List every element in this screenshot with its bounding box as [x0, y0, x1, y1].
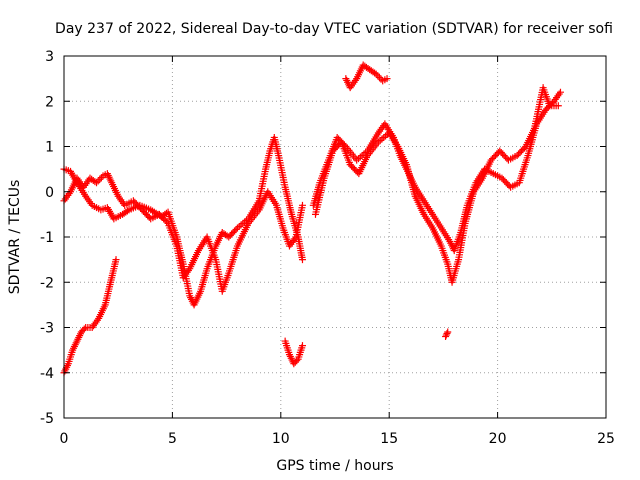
data-point — [97, 174, 105, 182]
data-point — [123, 207, 131, 215]
data-point — [374, 72, 382, 80]
data-point — [442, 333, 450, 341]
data-points — [60, 61, 564, 377]
series-track-d — [281, 337, 306, 368]
data-point — [293, 357, 301, 365]
axis-ticks: 0 5 10 15 20 25 -5 -4 -3 -2 -1 0 1 2 3 — [40, 49, 615, 447]
data-point — [96, 175, 104, 183]
x-tick-label: 0 — [60, 431, 69, 447]
y-tick-label: 2 — [45, 94, 54, 110]
y-tick-label: -4 — [40, 366, 54, 382]
y-tick-label: 1 — [45, 140, 54, 156]
series-track-h — [442, 328, 452, 341]
series-track-a — [60, 133, 306, 309]
data-point — [443, 330, 451, 338]
data-point — [80, 325, 88, 333]
data-point — [94, 177, 102, 185]
y-tick-label: -3 — [40, 321, 54, 337]
series-track-f — [311, 84, 562, 286]
y-axis-label: SDTVAR / TECUs — [7, 180, 23, 295]
data-point — [444, 328, 452, 336]
data-point — [93, 179, 101, 187]
x-axis-label: GPS time / hours — [276, 458, 393, 474]
data-point — [163, 218, 171, 226]
series-track-e — [309, 88, 564, 255]
x-tick-label: 15 — [380, 431, 398, 447]
data-point — [520, 144, 528, 152]
x-tick-label: 10 — [272, 431, 290, 447]
x-tick-label: 25 — [597, 431, 615, 447]
grid-lines — [64, 56, 606, 418]
series-track-c — [60, 256, 120, 377]
series-track-g — [342, 61, 391, 92]
data-point — [298, 256, 306, 264]
y-tick-label: -5 — [40, 411, 54, 427]
x-tick-label: 20 — [489, 431, 507, 447]
series-track-b — [60, 170, 306, 295]
data-point — [112, 256, 120, 264]
data-point — [372, 70, 380, 78]
x-tick-label: 5 — [168, 431, 177, 447]
data-point — [298, 342, 306, 350]
data-point — [554, 102, 562, 110]
chart-title: Day 237 of 2022, Sidereal Day-to-day VTE… — [55, 21, 613, 37]
data-point — [298, 201, 306, 209]
data-point — [375, 73, 383, 81]
y-tick-label: -1 — [40, 230, 54, 246]
data-point — [232, 225, 240, 233]
data-point — [556, 88, 564, 96]
y-tick-label: 0 — [45, 185, 54, 201]
data-point — [383, 75, 391, 83]
y-tick-label: -2 — [40, 275, 54, 291]
y-tick-label: 3 — [45, 49, 54, 65]
data-point — [442, 331, 450, 339]
